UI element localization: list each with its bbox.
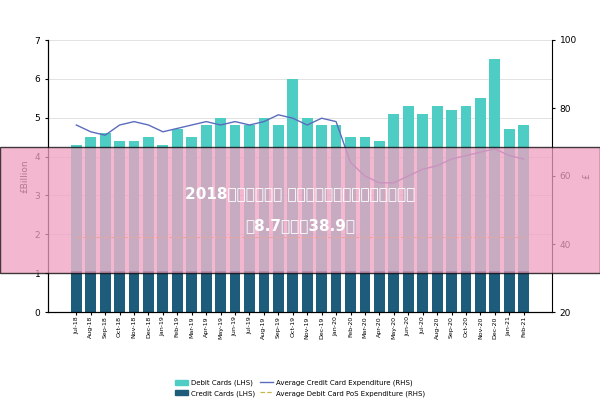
Bar <box>100 133 110 271</box>
Bar <box>374 271 385 312</box>
Bar <box>431 106 443 271</box>
Bar <box>230 271 241 312</box>
Bar <box>259 118 269 271</box>
Text: 2018股票配资平台 华为旗下东蔔极目机器注册资本: 2018股票配资平台 华为旗下东蔔极目机器注册资本 <box>185 186 415 202</box>
Bar <box>490 60 500 271</box>
Bar <box>302 271 313 312</box>
Bar <box>316 271 327 312</box>
Bar <box>215 271 226 312</box>
Bar <box>345 137 356 271</box>
Bar <box>345 271 356 312</box>
Bar <box>331 126 341 271</box>
Legend: Debit Cards (LHS), Credit Cards (LHS), Average Credit Card Expenditure (RHS), Av: Debit Cards (LHS), Credit Cards (LHS), A… <box>175 380 425 396</box>
Bar <box>388 114 399 271</box>
Bar <box>259 271 269 312</box>
Bar <box>85 137 96 271</box>
Bar <box>157 145 169 271</box>
Bar <box>273 271 284 312</box>
Bar <box>475 98 486 271</box>
Bar <box>244 126 255 271</box>
Bar <box>302 118 313 271</box>
Bar <box>128 271 139 312</box>
Bar <box>388 271 399 312</box>
Bar <box>287 79 298 271</box>
Bar <box>316 126 327 271</box>
Bar <box>446 271 457 312</box>
Bar <box>359 137 370 271</box>
Bar <box>403 271 413 312</box>
Y-axis label: £Billion: £Billion <box>20 159 29 193</box>
Bar <box>403 106 413 271</box>
Bar <box>128 141 139 271</box>
Bar <box>431 271 443 312</box>
Bar <box>287 271 298 312</box>
Bar <box>244 271 255 312</box>
Bar <box>518 126 529 271</box>
Bar <box>504 129 515 271</box>
Bar <box>157 271 169 312</box>
Bar <box>230 126 241 271</box>
Bar <box>71 145 82 271</box>
Bar <box>331 271 341 312</box>
Bar <box>114 271 125 312</box>
Bar <box>446 110 457 271</box>
Bar <box>201 126 212 271</box>
Bar <box>417 271 428 312</box>
Bar <box>475 271 486 312</box>
Bar <box>143 137 154 271</box>
Bar <box>114 141 125 271</box>
Bar <box>518 271 529 312</box>
Y-axis label: £: £ <box>583 173 592 179</box>
Text: 〔8.7亿增至38.9亿: 〔8.7亿增至38.9亿 <box>245 218 355 234</box>
Bar <box>374 141 385 271</box>
Bar <box>143 271 154 312</box>
Bar <box>172 271 183 312</box>
Bar <box>461 271 472 312</box>
Bar <box>417 114 428 271</box>
Bar <box>359 271 370 312</box>
Bar <box>201 271 212 312</box>
Bar <box>85 271 96 312</box>
Bar <box>172 129 183 271</box>
Bar <box>100 271 110 312</box>
Bar <box>490 271 500 312</box>
Bar <box>504 271 515 312</box>
Bar <box>71 271 82 312</box>
Bar <box>461 106 472 271</box>
Bar <box>215 118 226 271</box>
Bar <box>187 137 197 271</box>
Bar <box>273 126 284 271</box>
Bar <box>187 271 197 312</box>
